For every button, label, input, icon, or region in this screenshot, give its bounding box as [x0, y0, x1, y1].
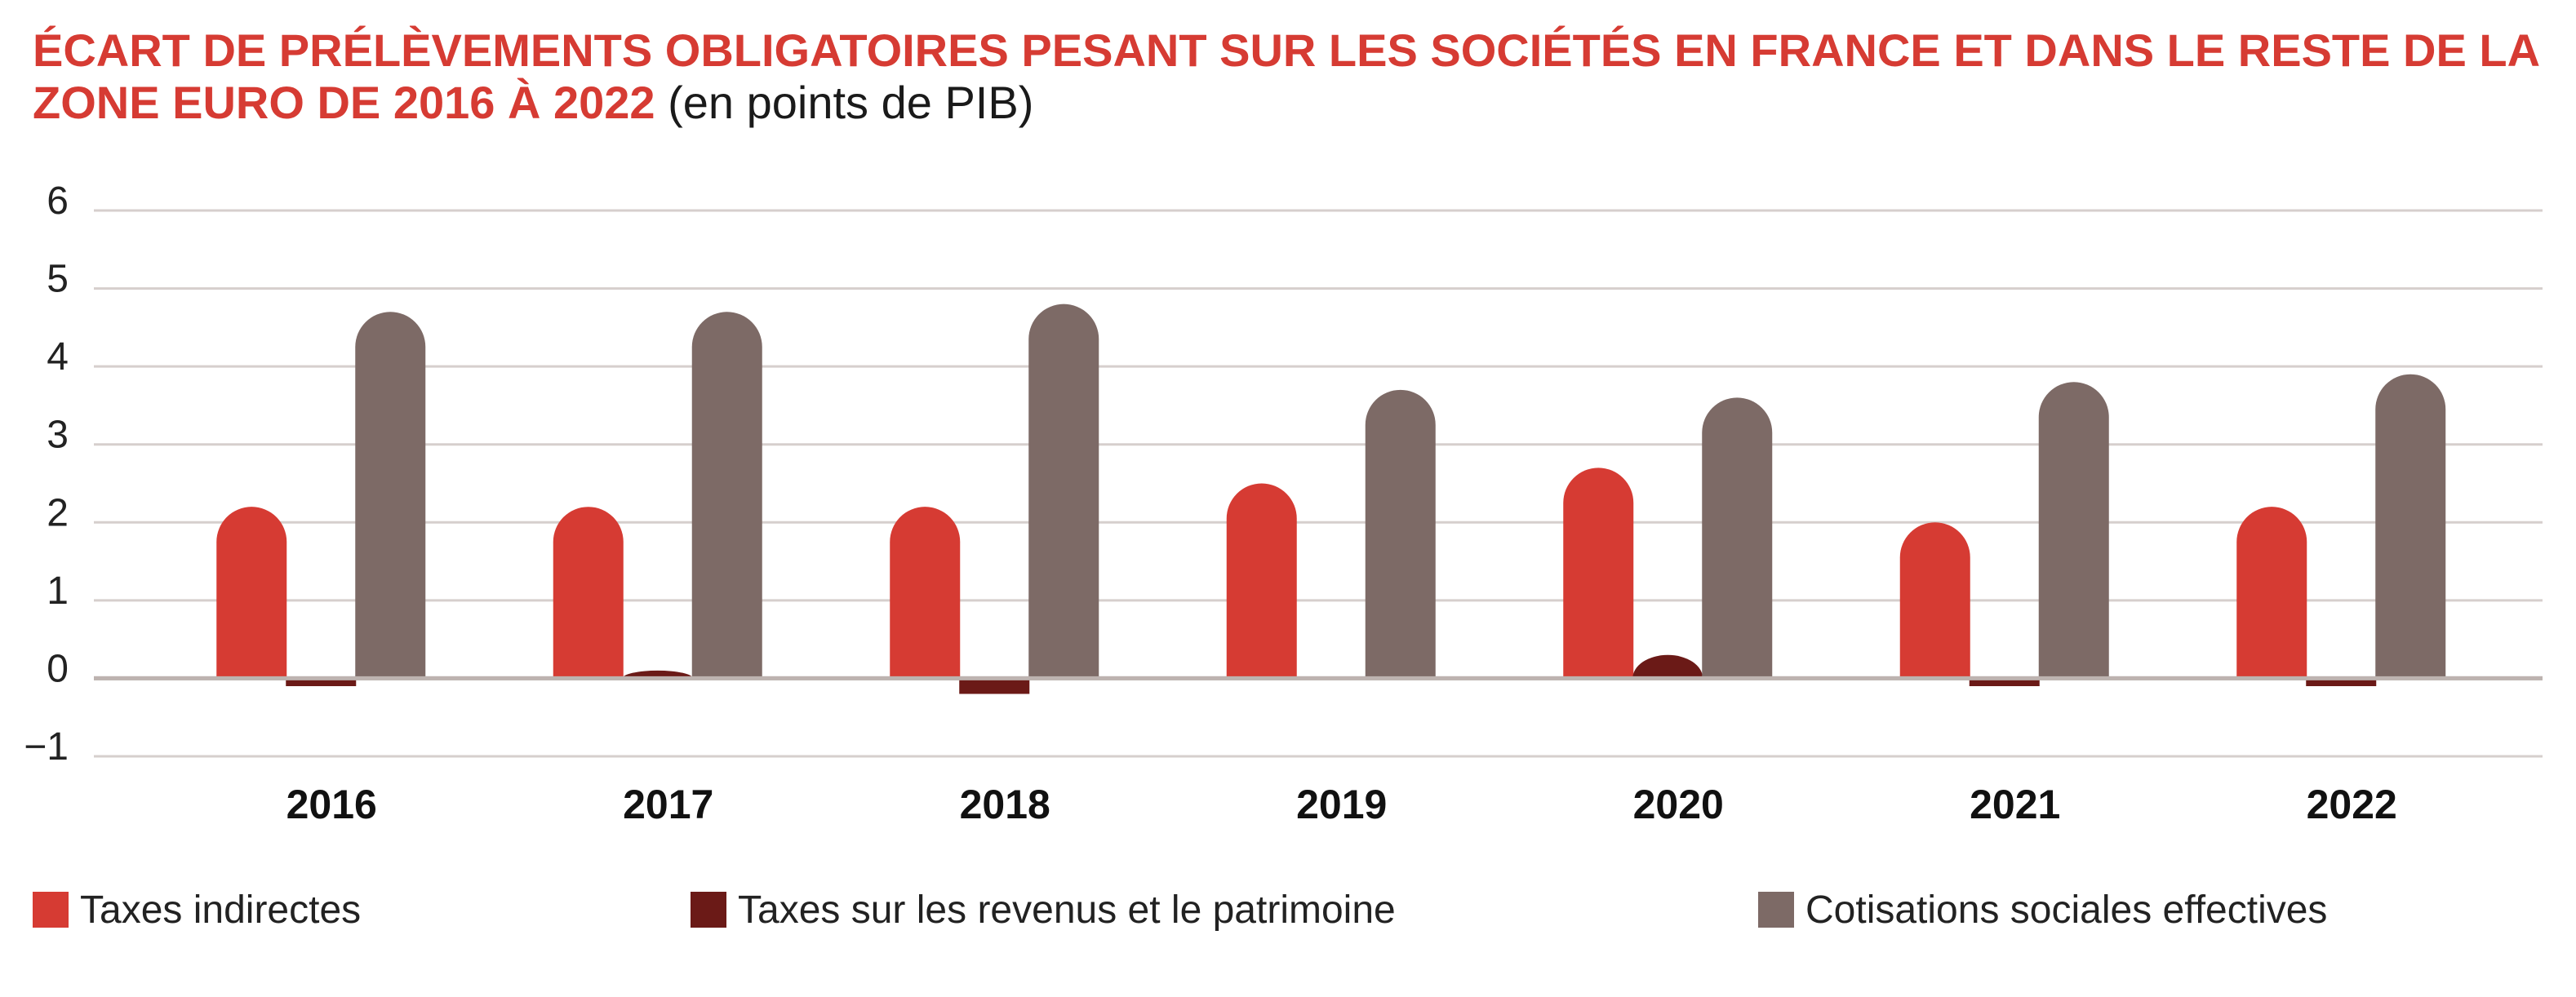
- bar-taxes-indirectes: [553, 507, 624, 679]
- y-tick-label: 3: [47, 414, 69, 457]
- bar-taxes-revenus: [1632, 654, 1703, 679]
- x-tick-label: 2017: [623, 782, 713, 827]
- legend-swatch-taxes-indirectes: [33, 892, 69, 928]
- legend-label-taxes-revenus: Taxes sur les revenus et le patrimoine: [738, 888, 1396, 932]
- y-tick-label: 2: [47, 491, 69, 534]
- x-tick-label: 2019: [1296, 782, 1387, 827]
- x-tick-label: 2016: [286, 782, 377, 827]
- bar-cotisations: [1028, 304, 1099, 679]
- bar-cotisations: [355, 312, 426, 679]
- bar-taxes-revenus: [959, 678, 1030, 694]
- bar-taxes-indirectes: [1226, 483, 1297, 679]
- legend-label-taxes-indirectes: Taxes indirectes: [80, 888, 362, 932]
- legend-swatch-taxes-revenus: [691, 892, 726, 928]
- x-tick-label: 2020: [1633, 782, 1724, 827]
- bar-taxes-indirectes: [890, 507, 961, 679]
- bar-cotisations: [1702, 397, 1773, 679]
- bar-taxes-indirectes: [1899, 522, 1970, 679]
- y-tick-label: 4: [47, 335, 69, 379]
- chart-title-unit: (en points de PIB): [668, 77, 1034, 128]
- legend-item-taxes-revenus: Taxes sur les revenus et le patrimoine: [691, 885, 1396, 934]
- legend-item-taxes-indirectes: Taxes indirectes: [33, 885, 361, 934]
- x-tick-label: 2018: [960, 782, 1050, 827]
- y-tick-label: 6: [47, 179, 69, 223]
- bar-cotisations: [1365, 389, 1436, 679]
- y-tick-label: −1: [24, 725, 69, 769]
- bar-cotisations: [2038, 382, 2109, 679]
- bar-cotisations: [2375, 374, 2446, 679]
- chart-title: ÉCART DE PRÉLÈVEMENTS OBLIGATOIRES PESAN…: [33, 24, 2547, 129]
- legend-item-cotisations: Cotisations sociales effectives: [1758, 885, 2327, 934]
- bar-taxes-indirectes: [2236, 507, 2307, 679]
- chart-title-main: ÉCART DE PRÉLÈVEMENTS OBLIGATOIRES PESAN…: [33, 24, 2538, 128]
- x-tick-label: 2021: [1970, 782, 2060, 827]
- legend-swatch-cotisations: [1758, 892, 1794, 928]
- y-tick-label: 1: [47, 569, 69, 613]
- y-tick-label: 0: [47, 647, 69, 690]
- legend-label-cotisations: Cotisations sociales effectives: [1805, 888, 2328, 932]
- bar-taxes-indirectes: [216, 507, 287, 679]
- x-tick-label: 2022: [2307, 782, 2397, 827]
- y-tick-label: 5: [47, 258, 69, 301]
- bar-taxes-indirectes: [1563, 467, 1634, 679]
- bar-cotisations: [691, 312, 762, 679]
